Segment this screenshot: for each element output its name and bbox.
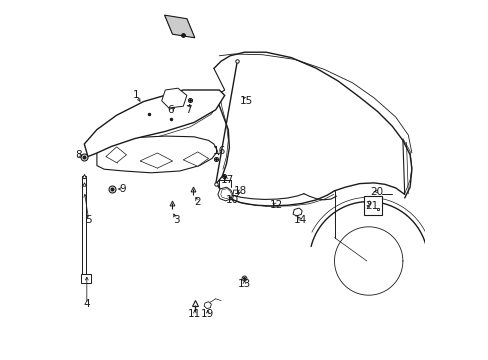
Text: 16: 16 — [212, 146, 225, 156]
Text: 2: 2 — [194, 197, 201, 207]
Polygon shape — [82, 176, 86, 274]
Polygon shape — [84, 90, 224, 157]
Text: 18: 18 — [234, 186, 247, 196]
Polygon shape — [162, 88, 186, 108]
Polygon shape — [106, 147, 126, 163]
Polygon shape — [204, 302, 211, 309]
FancyBboxPatch shape — [363, 196, 381, 215]
Polygon shape — [183, 152, 208, 166]
Text: 20: 20 — [370, 186, 383, 197]
Text: 9: 9 — [120, 184, 126, 194]
Polygon shape — [81, 274, 91, 283]
Text: 12: 12 — [270, 200, 283, 210]
Text: 6: 6 — [167, 105, 174, 115]
Polygon shape — [140, 153, 172, 168]
Text: 17: 17 — [221, 175, 234, 185]
Polygon shape — [220, 189, 231, 199]
Polygon shape — [292, 208, 302, 216]
Text: 3: 3 — [172, 215, 179, 225]
Text: 19: 19 — [201, 309, 214, 319]
Polygon shape — [97, 136, 217, 173]
Text: 5: 5 — [85, 215, 92, 225]
Text: 7: 7 — [185, 105, 192, 115]
Text: 15: 15 — [239, 96, 252, 106]
Text: 21: 21 — [364, 201, 377, 211]
Text: 8: 8 — [75, 150, 81, 160]
Text: 1: 1 — [133, 90, 140, 100]
Polygon shape — [164, 15, 194, 38]
Text: 10: 10 — [225, 195, 238, 205]
Text: 4: 4 — [83, 299, 90, 309]
Text: 13: 13 — [237, 279, 251, 289]
Polygon shape — [218, 187, 232, 201]
Text: 14: 14 — [293, 215, 306, 225]
Text: 11: 11 — [188, 309, 201, 319]
Polygon shape — [232, 190, 239, 196]
